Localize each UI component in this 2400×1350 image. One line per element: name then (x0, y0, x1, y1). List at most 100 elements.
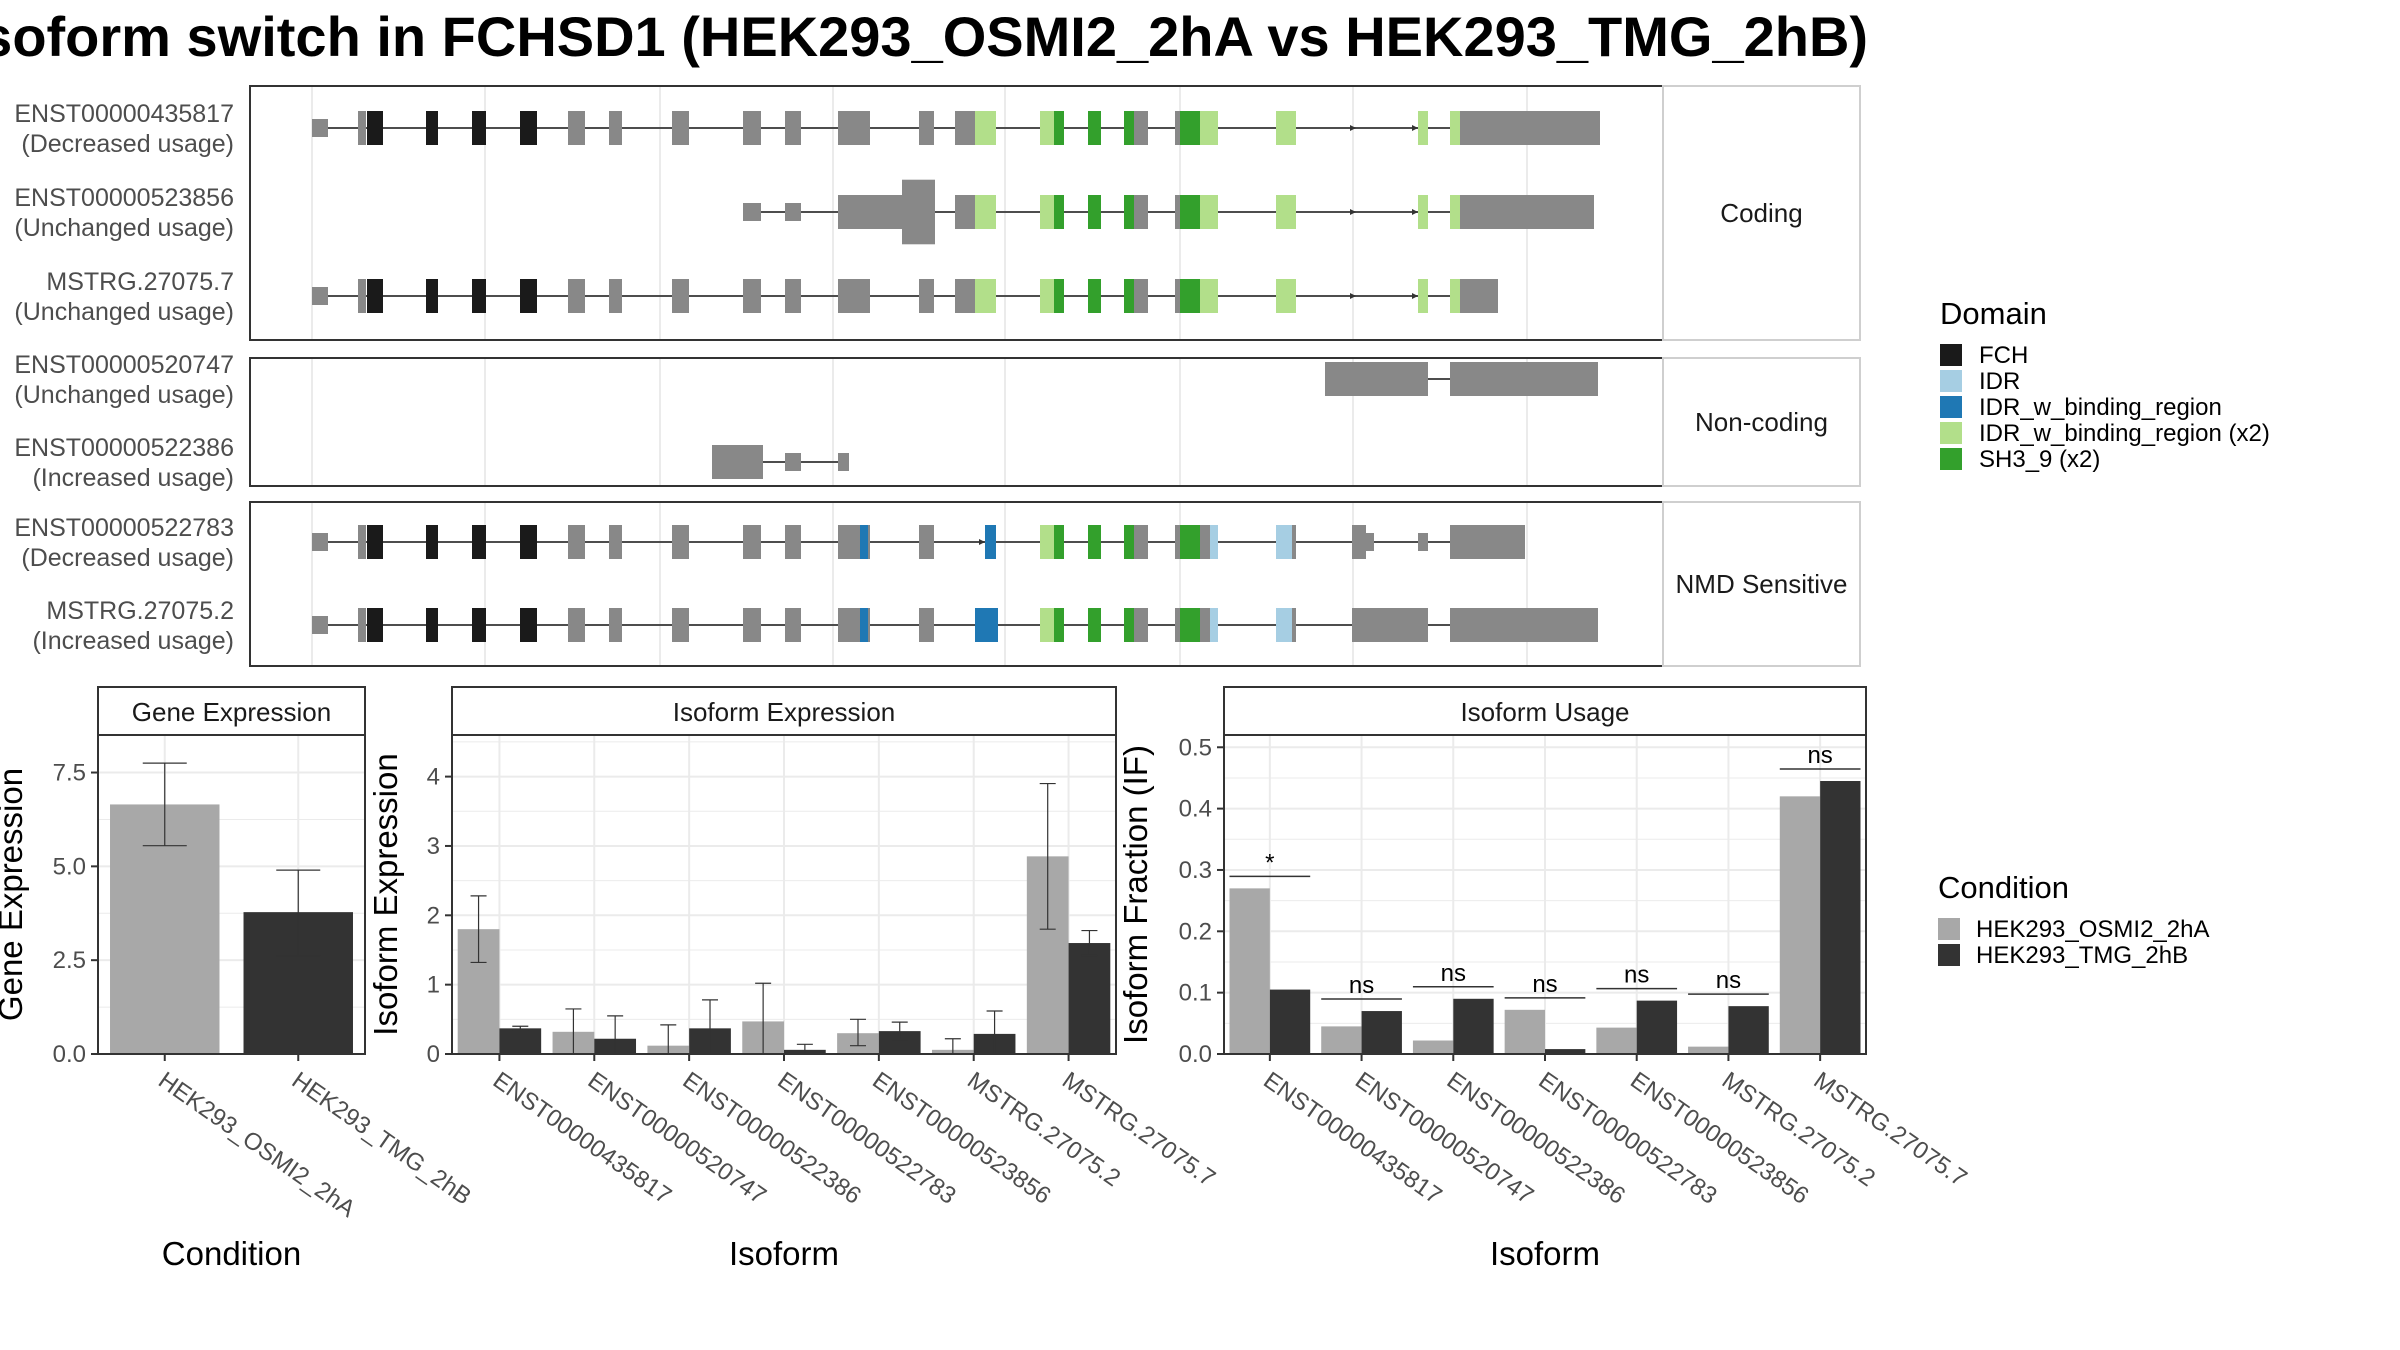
exon (1180, 279, 1200, 313)
exon (1134, 525, 1148, 559)
x-axis-title: Isoform (1490, 1235, 1600, 1272)
x-tick-label: ENST00000522386 (678, 1067, 866, 1210)
x-axis-title: Isoform (729, 1235, 839, 1272)
exon (838, 279, 870, 313)
exon (743, 608, 761, 642)
x-axis-title: Condition (162, 1235, 301, 1272)
exon (1134, 195, 1148, 229)
exon (1134, 111, 1148, 145)
exon (1054, 111, 1064, 145)
exon (568, 608, 585, 642)
transcript-id: ENST00000523856 (14, 184, 234, 212)
y-axis-title: Gene Expression (0, 768, 29, 1021)
exon (1134, 279, 1148, 313)
significance-label: ns (1441, 960, 1466, 987)
exon (1418, 195, 1428, 229)
strand-arrow (1412, 209, 1418, 215)
exon (1418, 111, 1428, 145)
y-axis-title: Isoform Fraction (IF) (1117, 745, 1154, 1044)
x-tick-label: MSTRG.27075.7 (1057, 1067, 1220, 1192)
transcript-structure-plot: ENST00000435817(Decreased usage)ENST0000… (14, 85, 1861, 667)
transcript-id: ENST00000522783 (14, 514, 234, 542)
bar-chart: Gene Expression0.02.55.07.5HEK293_OSMI2_… (0, 686, 476, 1272)
y-tick-label: 0.3 (1179, 857, 1212, 884)
exon (472, 525, 486, 559)
exon (520, 608, 537, 642)
exon (1180, 111, 1200, 145)
condition-legend-title: Condition (1938, 870, 2069, 905)
exon (1124, 525, 1134, 559)
exon (1366, 533, 1374, 551)
exon (1418, 533, 1428, 551)
exon (367, 111, 383, 145)
exon (1200, 111, 1218, 145)
exon (975, 608, 998, 642)
exon (860, 525, 868, 559)
exon (1175, 525, 1180, 559)
chart-title: Gene Expression (132, 697, 331, 727)
transcript-usage: (Unchanged usage) (14, 381, 234, 409)
domain-legend-key (1940, 396, 1962, 418)
exon (1200, 608, 1210, 642)
strand-arrow (1350, 209, 1356, 215)
bar (1596, 1027, 1637, 1054)
y-tick-label: 0.0 (1179, 1041, 1212, 1068)
exon (672, 525, 689, 559)
panel-strip (1662, 357, 1861, 487)
exon (1088, 111, 1101, 145)
bar (1229, 888, 1270, 1054)
exon (672, 279, 689, 313)
domain-legend-key (1940, 370, 1962, 392)
bar (1779, 796, 1821, 1054)
exon (975, 111, 996, 145)
exon (838, 111, 870, 145)
exon (1450, 111, 1460, 145)
exon (1450, 362, 1598, 396)
exon (785, 111, 801, 145)
exon (743, 525, 761, 559)
bar (1361, 1011, 1402, 1054)
exon (1325, 362, 1428, 396)
exon (785, 608, 801, 642)
exon (472, 111, 486, 145)
exon (955, 111, 975, 145)
exon (1352, 525, 1366, 559)
exon (1450, 608, 1598, 642)
domain-legend-key (1940, 422, 1962, 444)
exon (1054, 195, 1064, 229)
exon (1450, 525, 1525, 559)
domain-legend-label: IDR (1979, 368, 2020, 395)
exon (1180, 608, 1200, 642)
exon (985, 525, 996, 559)
exon (838, 525, 860, 559)
exon (785, 453, 801, 471)
exon (1468, 279, 1498, 313)
y-tick-label: 2 (427, 902, 440, 929)
exon (520, 111, 537, 145)
exon (1040, 111, 1054, 145)
exon (1054, 608, 1064, 642)
exon (426, 525, 438, 559)
exon (472, 279, 486, 313)
exon (1088, 195, 1101, 229)
y-axis-title: Isoform Expression (367, 753, 404, 1035)
exon (358, 279, 366, 313)
exon (1276, 111, 1296, 145)
exon (785, 279, 801, 313)
exon (609, 608, 622, 642)
exon (312, 533, 328, 551)
exon (1200, 195, 1218, 229)
exon (919, 111, 934, 145)
exon (1200, 279, 1218, 313)
y-tick-label: 2.5 (53, 947, 86, 974)
domain-legend: Domain FCHIDRIDR_w_binding_regionIDR_w_bi… (1940, 296, 2270, 473)
exon (1180, 525, 1200, 559)
exon (609, 279, 622, 313)
exon (975, 279, 996, 313)
exon (1124, 279, 1134, 313)
expression-charts: Gene Expression0.02.55.07.5HEK293_OSMI2_… (0, 686, 1972, 1272)
exon (1460, 279, 1468, 313)
y-tick-label: 0.5 (1179, 734, 1212, 761)
chart-strip (451, 686, 1117, 736)
